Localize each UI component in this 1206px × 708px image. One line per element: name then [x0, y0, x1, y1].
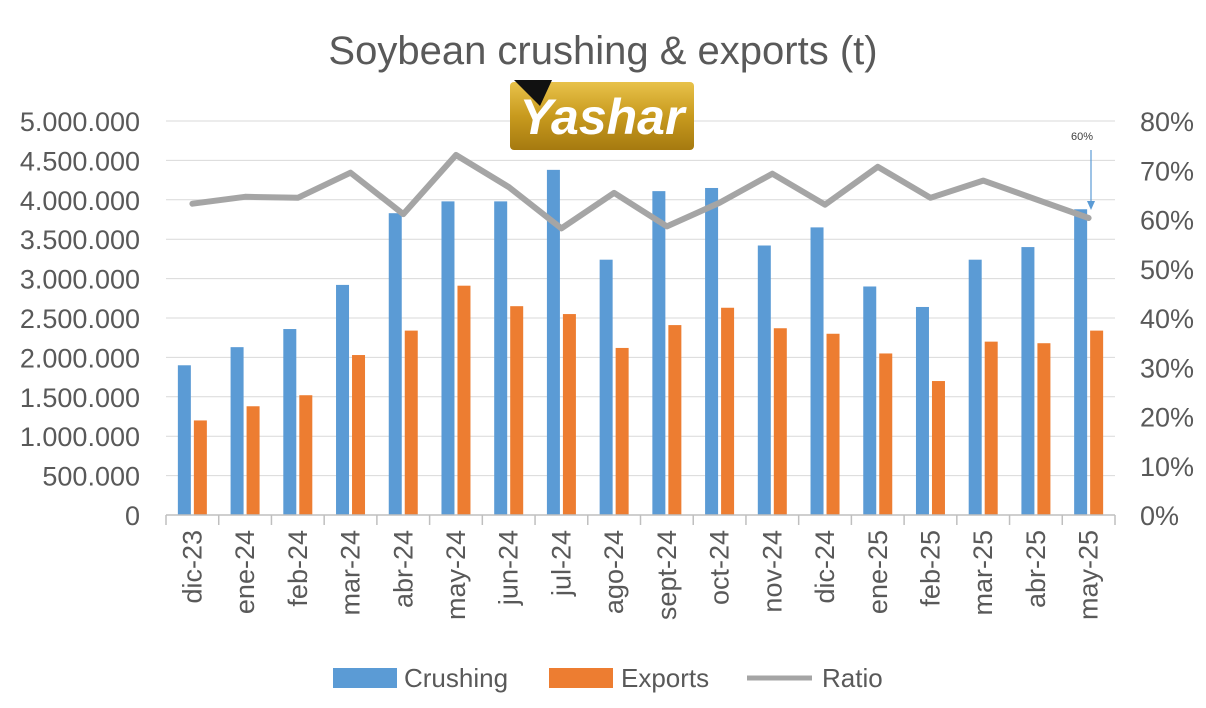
bar-crushing	[915, 306, 929, 515]
y-left-tick-label: 1.500.000	[20, 383, 140, 413]
annotation-label: 60%	[1071, 131, 1093, 143]
y-left-tick-label: 3.000.000	[20, 265, 140, 295]
bar-exports	[931, 381, 945, 515]
bars	[177, 169, 1104, 516]
x-tick-label: ago-24	[599, 530, 629, 614]
bar-crushing	[757, 245, 771, 515]
bar-exports	[615, 347, 629, 515]
x-tick-label: oct-24	[705, 530, 735, 605]
bar-crushing	[705, 187, 719, 516]
bar-crushing	[388, 213, 402, 516]
y-left-tick-label: 2.000.000	[20, 343, 140, 373]
bar-exports	[773, 328, 787, 515]
x-tick-label: dic-23	[177, 530, 207, 604]
bar-exports	[1037, 343, 1051, 515]
x-tick-label: jun-24	[494, 530, 524, 606]
y-left-tick-labels: 0 500.000 1.000.000 1.500.000 2.000.000 2.500…	[20, 107, 140, 531]
x-tick-labels: dic-23 ene-24 feb-24 mar-24 abr-24 may-24 jun-…	[177, 530, 1103, 620]
x-tick-label: mar-24	[336, 530, 366, 616]
bar-crushing	[230, 347, 244, 515]
axes	[165, 514, 1116, 525]
bar-crushing	[283, 329, 297, 515]
y-right-tick-label: 80%	[1140, 107, 1194, 137]
y-right-tick-label: 20%	[1140, 403, 1194, 433]
x-tick-label: sept-24	[652, 530, 682, 620]
legend-label-crushing: Crushing	[404, 663, 508, 693]
x-tick-label: nov-24	[757, 530, 787, 613]
y-right-tick-label: 60%	[1140, 206, 1194, 236]
y-right-tick-label: 70%	[1140, 156, 1194, 186]
bar-exports	[246, 406, 260, 515]
bar-crushing	[441, 201, 455, 515]
y-left-tick-label: 0	[125, 501, 140, 531]
bar-exports	[562, 314, 576, 515]
logo-triangle-icon	[514, 80, 552, 106]
y-right-tick-label: 30%	[1140, 353, 1194, 383]
logo-text: Yashar	[520, 89, 687, 145]
bar-crushing	[494, 201, 508, 515]
gridlines	[166, 120, 1115, 477]
x-tick-label: ene-25	[863, 530, 893, 614]
y-left-tick-label: 5.000.000	[20, 107, 140, 137]
bar-crushing	[336, 284, 350, 515]
y-left-tick-label: 4.000.000	[20, 186, 140, 216]
bar-crushing	[652, 191, 666, 515]
chart-title: Soybean crushing & exports (t)	[328, 29, 877, 73]
legend-swatch-exports	[549, 668, 613, 688]
x-tick-label: abr-24	[388, 530, 418, 608]
bar-exports	[721, 307, 735, 515]
bar-exports	[510, 306, 524, 515]
bar-exports	[457, 285, 471, 515]
x-tick-label: feb-25	[915, 530, 945, 607]
bar-crushing	[1021, 247, 1035, 515]
legend-label-ratio: Ratio	[822, 663, 883, 693]
bar-crushing	[599, 259, 613, 515]
x-tick-label: dic-24	[810, 530, 840, 604]
bar-exports	[879, 353, 893, 515]
x-tick-label: feb-24	[283, 530, 313, 607]
y-right-tick-label: 40%	[1140, 304, 1194, 334]
x-tick-label: abr-25	[1021, 530, 1051, 608]
x-tick-label: may-24	[441, 530, 471, 620]
legend-label-exports: Exports	[621, 663, 709, 693]
series-line-ratio	[189, 152, 1092, 232]
bar-crushing	[1074, 209, 1088, 516]
bar-exports	[193, 420, 207, 515]
bar-exports	[299, 395, 313, 515]
bar-exports	[668, 325, 682, 515]
y-right-tick-label: 10%	[1140, 452, 1194, 482]
y-left-tick-label: 1.000.000	[20, 422, 140, 452]
logo-badge	[510, 82, 694, 150]
bar-crushing	[177, 365, 191, 515]
x-tick-label: mar-25	[968, 530, 998, 616]
legend: Crushing Exports Ratio	[333, 663, 883, 693]
ratio-line-group	[189, 152, 1092, 232]
x-tick-label: ene-24	[230, 530, 260, 614]
bar-exports	[826, 333, 840, 515]
y-right-tick-labels: 0% 10% 20% 30% 40% 50% 60% 70% 80%	[1140, 107, 1194, 531]
y-left-tick-label: 4.500.000	[20, 146, 140, 176]
bar-crushing	[546, 169, 560, 515]
annotation-arrowhead	[1087, 201, 1095, 210]
y-right-tick-label: 50%	[1140, 255, 1194, 285]
bar-exports	[404, 330, 418, 515]
bar-exports	[352, 355, 366, 515]
legend-swatch-crushing	[333, 668, 397, 688]
bar-exports	[984, 341, 998, 515]
y-left-tick-label: 500.000	[42, 462, 140, 492]
y-left-tick-label: 2.500.000	[20, 304, 140, 334]
annotation: 60%	[1071, 131, 1095, 210]
logo: Yashar	[510, 80, 694, 150]
bar-crushing	[863, 286, 877, 515]
bar-crushing	[810, 227, 824, 515]
bar-crushing	[968, 259, 982, 515]
bar-exports	[1090, 330, 1104, 515]
y-right-tick-label: 0%	[1140, 501, 1179, 531]
x-tick-label: jul-24	[546, 530, 576, 597]
x-tick-label: may-25	[1074, 530, 1104, 620]
y-left-tick-label: 3.500.000	[20, 225, 140, 255]
